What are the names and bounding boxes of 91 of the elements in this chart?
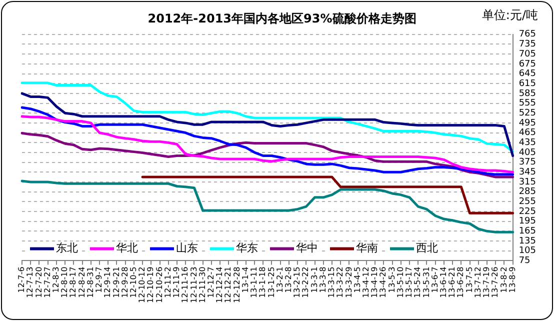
x-tick-label: 13-3-22: [336, 266, 345, 298]
x-tick-label: 13-5-3: [387, 266, 396, 293]
y-tick-label: 615: [518, 78, 536, 89]
x-tick-label: 13-2-8: [284, 266, 294, 293]
y-tick-label: 195: [518, 216, 536, 227]
x-tick-label: 12-11-23: [189, 266, 198, 303]
y-tick-label: 735: [518, 40, 536, 50]
y-tick-label: 675: [518, 59, 536, 70]
y-tick-label: 225: [518, 206, 536, 217]
x-tick-label: 13-5-31: [422, 266, 431, 298]
y-tick-label: 555: [518, 98, 536, 109]
x-tick-label: 13-1-11: [250, 266, 259, 298]
y-tick-label: 765: [518, 30, 536, 40]
x-tick-label: 13-2-22: [301, 266, 310, 298]
x-tick-label: 13-2-1: [275, 266, 284, 293]
x-tick-label: 12-9-7: [94, 266, 104, 293]
x-tick-label: 12-11-30: [198, 266, 207, 303]
x-tick-label: 12-9-28: [120, 266, 130, 298]
y-tick-label: 585: [518, 88, 536, 99]
x-tick-label: 13-7-26: [490, 266, 500, 298]
x-tick-label: 12-11-9: [172, 266, 182, 298]
x-tick-label: 12-7-6: [17, 266, 26, 293]
legend-label: 山东: [176, 242, 198, 255]
x-tick-label: 12-12-14: [215, 266, 224, 303]
x-tick-label: 12-12-28: [232, 266, 242, 303]
y-tick-label: 405: [518, 148, 536, 158]
y-tick-label: 435: [518, 138, 536, 148]
x-tick-label: 13-2-15: [292, 266, 302, 298]
x-tick-label: 12-7-20: [34, 266, 44, 298]
y-tick-label: 105: [518, 246, 536, 256]
x-tick-label: 13-5-17: [404, 266, 414, 298]
x-tick-label: 12-8-3: [52, 266, 61, 293]
x-tick-label: 12-8-10: [60, 266, 70, 298]
x-tick-label: 12-10-19: [146, 266, 156, 303]
x-tick-label: 13-6-28: [456, 266, 466, 298]
x-tick-label: 13-6-7: [430, 266, 440, 293]
legend-label: 华东: [236, 242, 258, 255]
x-tick-label: 12-9-21: [112, 266, 121, 298]
x-tick-label: 13-8-9: [508, 266, 517, 293]
y-tick-label: 645: [518, 69, 536, 80]
x-tick-label: 12-7-13: [26, 266, 35, 298]
x-tick-label: 13-3-15: [327, 266, 336, 298]
y-tick-label: 135: [518, 236, 536, 246]
x-tick-label: 13-6-14: [439, 266, 448, 298]
y-tick-label: 285: [518, 187, 536, 198]
y-tick-label: 165: [518, 226, 536, 237]
y-tick-label: 375: [518, 158, 536, 168]
x-tick-label: 12-11-2: [163, 266, 172, 298]
x-tick-label: 13-4-19: [370, 266, 380, 298]
y-tick-label: 495: [518, 118, 536, 128]
legend-label: 华中: [296, 242, 318, 255]
y-tick-label: 315: [518, 177, 536, 188]
legend-label: 西北: [416, 242, 438, 255]
legend-label: 华南: [356, 242, 378, 255]
x-tick-label: 13-7-5: [464, 266, 474, 293]
x-tick-label: 13-4-5: [352, 266, 362, 293]
y-tick-label: 705: [518, 49, 536, 60]
x-tick-label: 12-12-7: [206, 266, 216, 298]
x-tick-label: 12-7-27: [42, 266, 52, 298]
legend-label: 华北: [116, 242, 138, 255]
x-tick-label: 13-1-18: [258, 266, 268, 298]
x-tick-label: 13-4-12: [362, 266, 371, 298]
x-tick-label: 12-9-14: [103, 266, 112, 298]
x-tick-label: 12-10-12: [138, 266, 147, 303]
x-tick-label: 13-5-10: [396, 266, 405, 298]
x-tick-label: 13-8-2: [499, 266, 508, 293]
x-tick-label: 12-11-16: [180, 266, 190, 303]
x-tick-label: 12-12-21: [224, 266, 233, 303]
x-tick-label: 13-6-21: [448, 266, 457, 298]
legend-label: 东北: [56, 242, 78, 255]
x-tick-label: 13-1-25: [266, 266, 276, 298]
x-tick-label: 12-10-26: [154, 266, 164, 303]
y-tick-label: 465: [518, 128, 536, 138]
x-tick-label: 13-7-12: [473, 266, 482, 298]
x-tick-label: 13-3-8: [318, 266, 328, 293]
x-tick-label: 12-8-24: [77, 266, 86, 298]
chart-title: 2012年-2013年国内各地区93%硫酸价格走势图: [148, 11, 416, 26]
y-tick-label: 525: [518, 108, 536, 118]
x-tick-label: 12-10-5: [129, 266, 138, 298]
x-tick-label: 12-8-17: [68, 266, 78, 298]
x-tick-label: 13-4-26: [378, 266, 388, 298]
y-tick-label: 345: [518, 167, 536, 178]
y-tick-label: 255: [518, 197, 536, 207]
x-tick-label: 13-3-29: [344, 266, 354, 298]
x-tick-label: 13-5-24: [413, 266, 422, 298]
y-tick-label: 75: [518, 256, 530, 266]
x-tick-label: 13-7-19: [482, 266, 492, 298]
x-tick-label: 13-1-4: [240, 266, 250, 293]
x-tick-label: 13-3-1: [310, 266, 319, 293]
text: 单位:元/吨: [482, 8, 538, 22]
x-tick-label: 12-8-31: [86, 266, 95, 298]
